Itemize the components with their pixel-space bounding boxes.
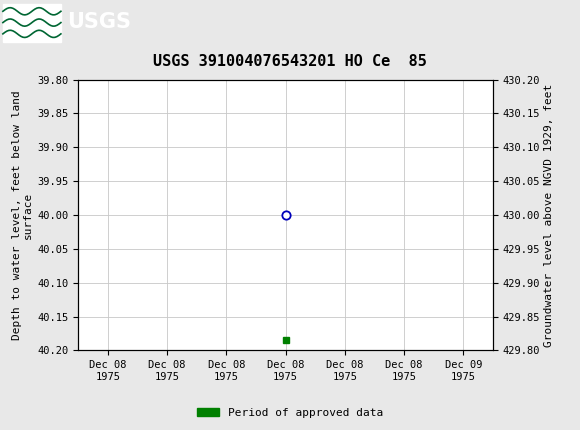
Y-axis label: Groundwater level above NGVD 1929, feet: Groundwater level above NGVD 1929, feet: [545, 83, 554, 347]
Text: USGS: USGS: [67, 12, 130, 32]
FancyBboxPatch shape: [3, 3, 61, 42]
Legend: Period of approved data: Period of approved data: [193, 403, 387, 422]
Y-axis label: Depth to water level, feet below land
surface: Depth to water level, feet below land su…: [12, 90, 33, 340]
Text: USGS 391004076543201 HO Ce  85: USGS 391004076543201 HO Ce 85: [153, 54, 427, 69]
